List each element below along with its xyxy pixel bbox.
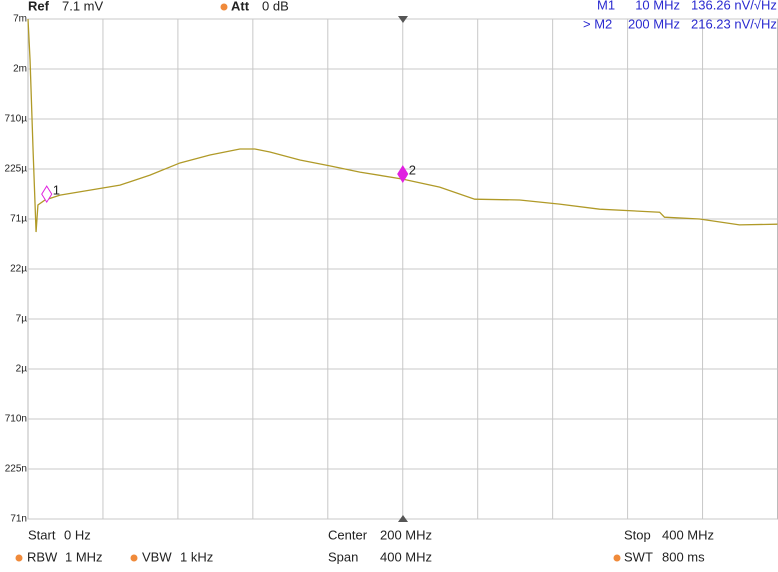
y-tick-label: 710n	[5, 414, 27, 425]
y-tick-label: 710µ	[5, 114, 28, 125]
coupled-icon	[220, 3, 228, 11]
marker	[41, 185, 53, 204]
start-value: 0 Hz	[64, 527, 91, 542]
swt-label: SWT	[624, 549, 653, 564]
rbw-label: RBW	[27, 549, 58, 564]
vbw-value: 1 kHz	[180, 549, 213, 564]
readout-x: 200 MHz	[628, 16, 680, 31]
readout-name: > M2	[583, 16, 612, 31]
center-indicator	[398, 515, 408, 522]
readout-x: 10 MHz	[635, 0, 680, 12]
readout-value: 216.23 nV/√Hz	[691, 16, 777, 31]
y-tick-label: 225n	[5, 464, 27, 475]
stop-label: Stop	[624, 527, 651, 542]
y-tick-label: 7m	[13, 14, 27, 25]
ref-value: 7.1 mV	[62, 0, 104, 13]
start-label: Start	[28, 527, 56, 542]
readout-value: 136.26 nV/√Hz	[691, 0, 777, 12]
y-tick-label: 7µ	[16, 314, 28, 325]
marker-label: 2	[409, 162, 416, 177]
y-tick-label: 22µ	[10, 264, 27, 275]
center-indicator	[398, 16, 408, 23]
y-tick-label: 225µ	[5, 164, 28, 175]
span-label: Span	[328, 549, 358, 564]
y-tick-label: 71µ	[10, 214, 27, 225]
y-tick-label: 2µ	[16, 364, 28, 375]
center-label: Center	[328, 527, 368, 542]
ref-label: Ref	[28, 0, 50, 13]
coupled-icon	[130, 554, 138, 562]
marker	[397, 165, 409, 183]
stop-value: 400 MHz	[662, 527, 714, 542]
y-tick-label: 2m	[13, 64, 27, 75]
swt-value: 800 ms	[662, 549, 705, 564]
y-tick-label: 71n	[10, 514, 27, 525]
readout-name: M1	[597, 0, 615, 12]
marker-label: 1	[53, 183, 60, 198]
att-label: Att	[231, 0, 250, 13]
coupled-icon	[15, 554, 23, 562]
vbw-label: VBW	[142, 549, 172, 564]
center-value: 200 MHz	[380, 527, 432, 542]
rbw-value: 1 MHz	[65, 549, 103, 564]
span-value: 400 MHz	[380, 549, 432, 564]
trace	[27, 18, 778, 233]
coupled-icon	[613, 554, 621, 562]
att-value: 0 dB	[262, 0, 289, 13]
